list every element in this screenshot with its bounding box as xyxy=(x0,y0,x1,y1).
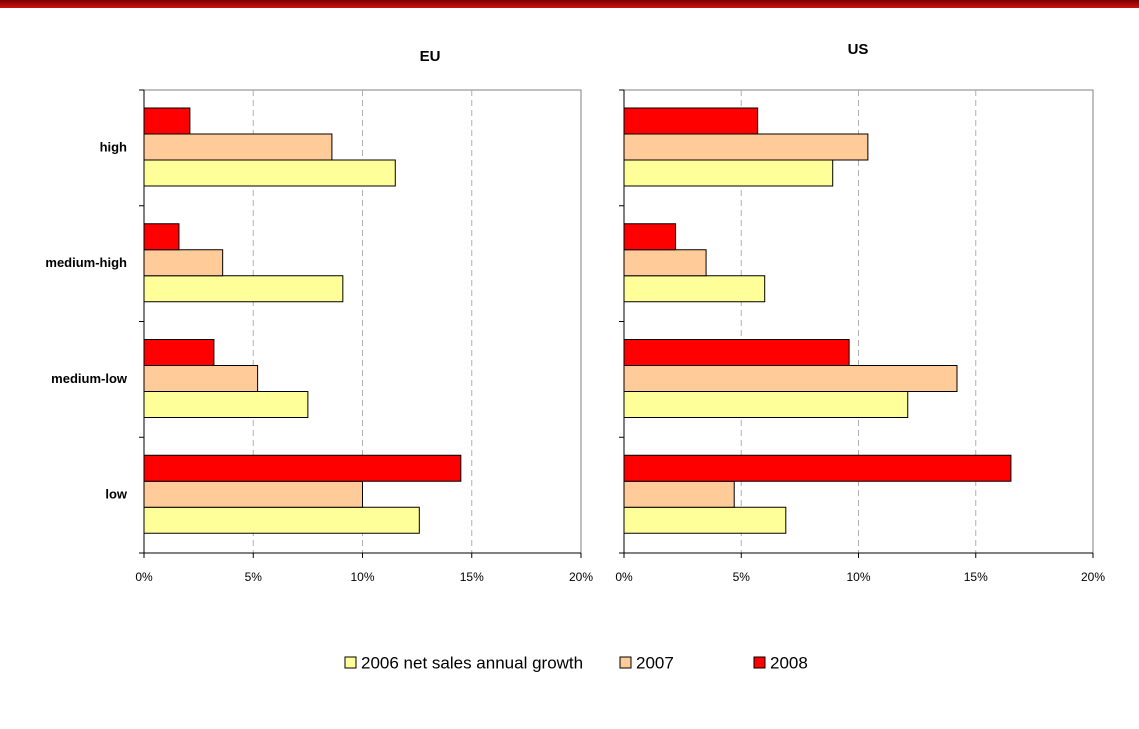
x-tick-label: 10% xyxy=(350,570,374,584)
y-tick-label: medium-high xyxy=(45,255,127,270)
bar xyxy=(623,133,869,161)
bar xyxy=(623,159,834,187)
bar xyxy=(623,391,909,418)
legend-swatch xyxy=(753,656,766,669)
bar xyxy=(623,223,677,251)
bar xyxy=(143,223,180,251)
x-tick-label: 15% xyxy=(460,570,484,584)
bar xyxy=(143,107,191,135)
x-tick-label: 0% xyxy=(135,570,153,584)
bar xyxy=(623,365,958,392)
legend-swatch xyxy=(344,656,357,669)
bar xyxy=(143,339,215,366)
chart-title: EU xyxy=(420,48,441,65)
bar xyxy=(143,454,462,482)
x-tick-label: 20% xyxy=(1081,570,1105,584)
bar xyxy=(623,107,759,135)
x-tick-label: 15% xyxy=(964,570,988,584)
bar xyxy=(623,454,1012,482)
header-bar xyxy=(0,0,1139,8)
bar xyxy=(623,506,787,534)
bar xyxy=(143,133,333,161)
x-tick-label: 0% xyxy=(615,570,633,584)
x-tick-label: 5% xyxy=(245,570,263,584)
y-tick-label: low xyxy=(105,487,128,502)
bar xyxy=(143,159,396,187)
bar xyxy=(623,275,766,303)
y-tick-label: medium-low xyxy=(51,371,128,386)
legend-label: 2007 xyxy=(636,653,674,672)
legend-swatch xyxy=(619,656,632,669)
x-tick-label: 5% xyxy=(733,570,751,584)
x-tick-label: 20% xyxy=(569,570,593,584)
bar xyxy=(623,339,850,366)
bar xyxy=(143,275,344,303)
bar xyxy=(143,506,420,534)
bar xyxy=(623,480,735,508)
y-tick-label: high xyxy=(100,139,127,154)
bar xyxy=(143,365,259,392)
chart-title: US xyxy=(848,41,869,58)
legend-label: 2008 xyxy=(770,653,808,672)
legend-label: 2006 net sales annual growth xyxy=(361,653,583,672)
bar xyxy=(143,249,224,277)
x-tick-label: 10% xyxy=(846,570,870,584)
bar xyxy=(143,480,363,508)
bar xyxy=(143,391,309,418)
bar xyxy=(623,249,707,277)
